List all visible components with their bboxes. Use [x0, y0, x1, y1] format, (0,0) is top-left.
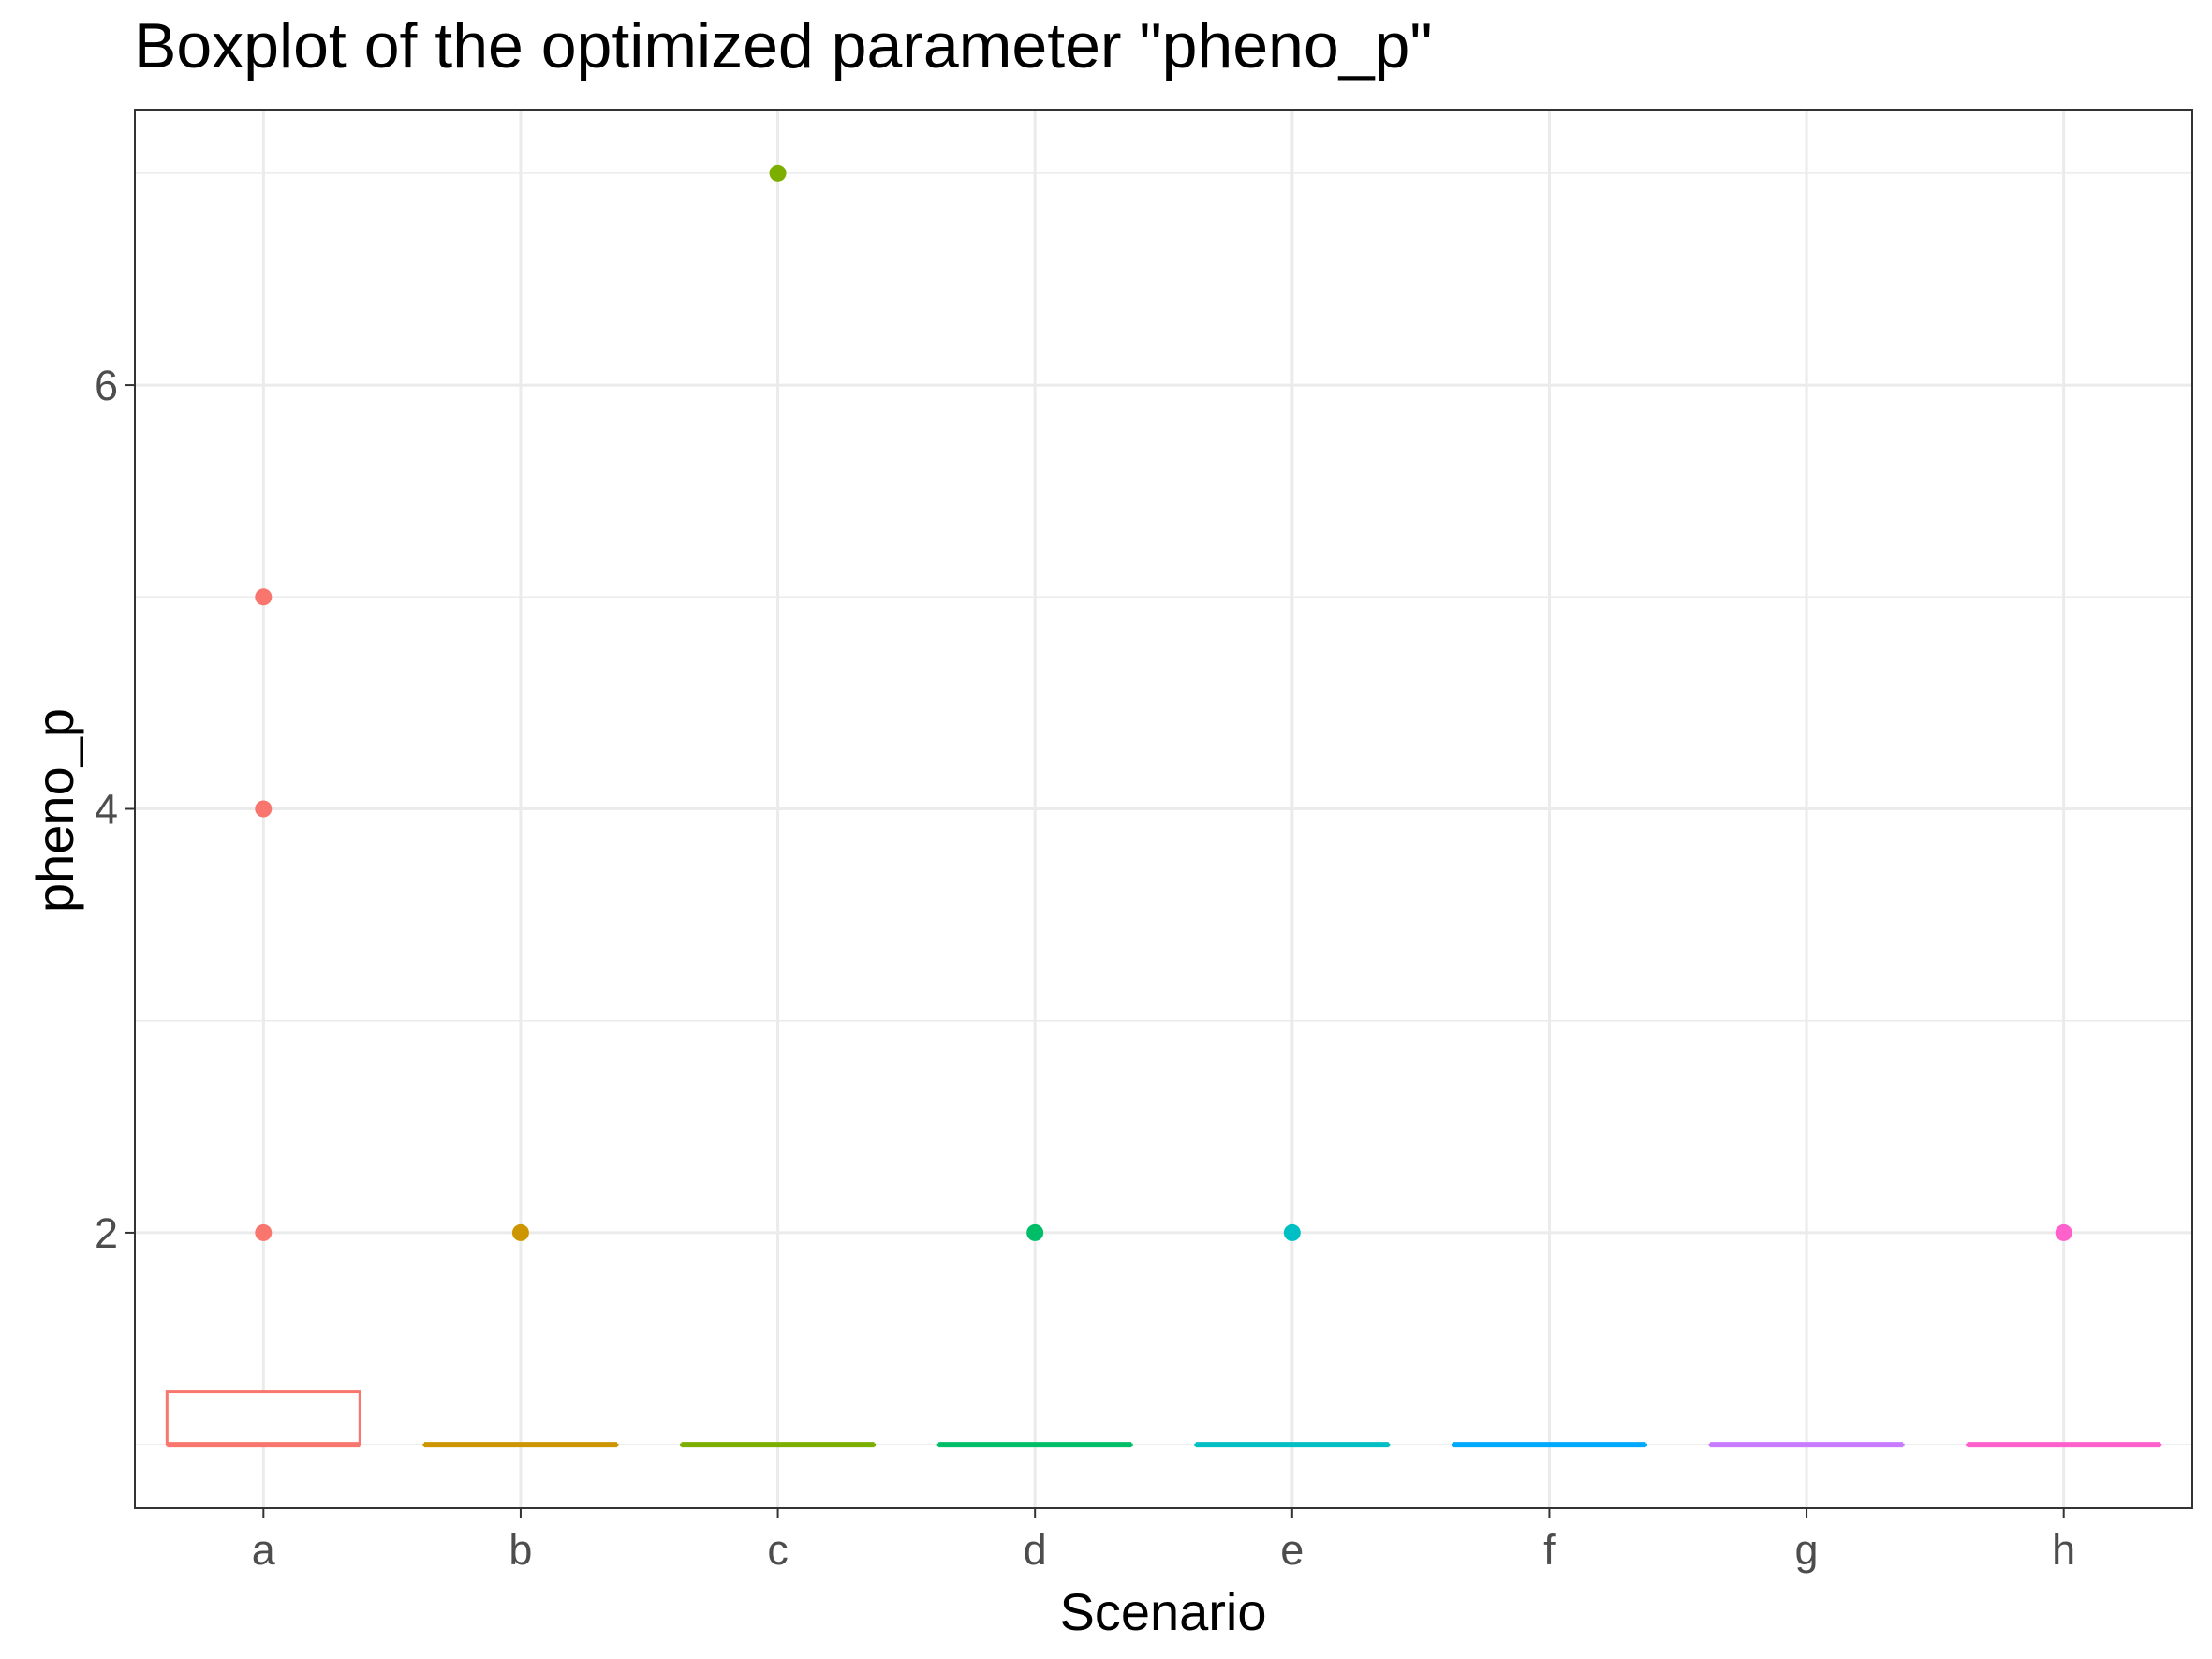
y-tick-label: 2 [95, 1209, 118, 1257]
x-tick-label: c [767, 1526, 789, 1574]
outlier-point-a [255, 588, 273, 606]
y-tick-label: 6 [95, 362, 118, 409]
y-axis-title: pheno_p [25, 708, 84, 912]
boxes-layer [165, 1390, 2162, 1448]
box-a [165, 1390, 361, 1446]
x-tick-label: g [1795, 1526, 1819, 1574]
x-axis-title: Scenario [1059, 1582, 1266, 1641]
x-tick-label: f [1543, 1526, 1556, 1574]
chart-title: Boxplot of the optimized parameter "phen… [134, 10, 1433, 81]
outlier-point-b [511, 1223, 529, 1241]
y-tick-label: 4 [95, 786, 118, 834]
outlier-point-a [255, 800, 273, 818]
x-tick-label: e [1280, 1526, 1304, 1574]
outlier-point-e [1283, 1223, 1301, 1241]
x-tick-label: a [252, 1526, 276, 1574]
x-axis: a b c d e f g h [252, 1508, 2075, 1574]
outlier-point-a [255, 1223, 273, 1241]
x-tick-label: b [509, 1526, 532, 1574]
x-tick-label: d [1024, 1526, 1047, 1574]
outlier-point-d [1026, 1223, 1044, 1241]
outlier-point-c [769, 164, 787, 182]
outliers-layer [255, 164, 2072, 1241]
y-axis: 2 4 6 [95, 362, 135, 1257]
x-tick-label: h [2052, 1526, 2075, 1574]
outlier-point-h [2055, 1223, 2072, 1241]
